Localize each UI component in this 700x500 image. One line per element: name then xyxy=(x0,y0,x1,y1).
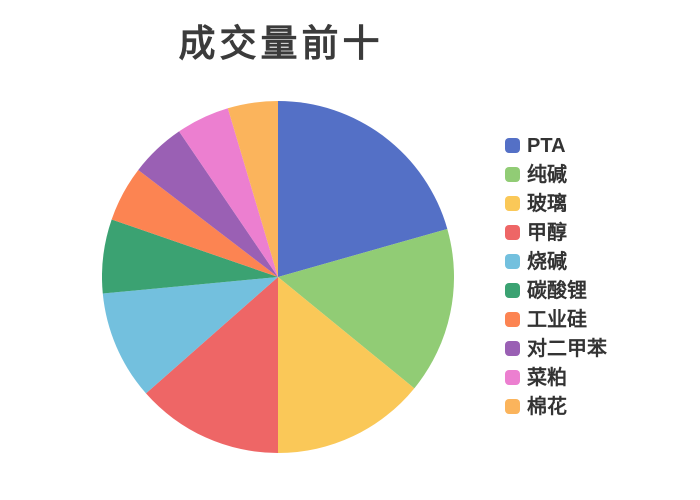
legend-label: 甲醇 xyxy=(527,221,567,244)
legend-item-纯碱[interactable]: 纯碱 xyxy=(505,160,607,189)
pie-slice-纯碱[interactable] xyxy=(278,228,454,389)
pie-slice-玻璃[interactable] xyxy=(278,277,415,453)
legend-swatch-icon xyxy=(505,399,520,414)
legend-swatch-icon xyxy=(505,341,520,356)
legend-swatch-icon xyxy=(505,283,520,298)
legend-label: 工业硅 xyxy=(527,308,587,331)
legend-item-PTA[interactable]: PTA xyxy=(505,131,607,160)
legend-label: 烧碱 xyxy=(527,250,567,273)
legend-label: 对二甲苯 xyxy=(527,337,607,360)
legend-label: PTA xyxy=(527,134,566,157)
legend-label: 纯碱 xyxy=(527,163,567,186)
pie-slice-工业硅[interactable] xyxy=(111,170,278,277)
legend-item-工业硅[interactable]: 工业硅 xyxy=(505,305,607,334)
legend-label: 棉花 xyxy=(527,395,567,418)
pie-chart xyxy=(102,101,454,453)
legend-item-菜粕[interactable]: 菜粕 xyxy=(505,363,607,392)
legend-swatch-icon xyxy=(505,254,520,269)
legend-swatch-icon xyxy=(505,312,520,327)
legend-swatch-icon xyxy=(505,225,520,240)
legend: PTA 纯碱玻璃甲醇烧碱碳酸锂工业硅对二甲苯菜粕棉花 xyxy=(505,131,607,421)
legend-item-玻璃[interactable]: 玻璃 xyxy=(505,189,607,218)
legend-swatch-icon xyxy=(505,138,520,153)
pie-slice-烧碱[interactable] xyxy=(102,277,278,394)
legend-item-碳酸锂[interactable]: 碳酸锂 xyxy=(505,276,607,305)
legend-label: 碳酸锂 xyxy=(527,279,587,302)
legend-swatch-icon xyxy=(505,370,520,385)
pie-slice-碳酸锂[interactable] xyxy=(102,219,278,294)
legend-swatch-icon xyxy=(505,196,520,211)
pie-slice-菜粕[interactable] xyxy=(179,108,278,277)
legend-item-甲醇[interactable]: 甲醇 xyxy=(505,218,607,247)
legend-label: 玻璃 xyxy=(527,192,567,215)
pie-slice-对二甲苯[interactable] xyxy=(138,131,278,277)
legend-item-对二甲苯[interactable]: 对二甲苯 xyxy=(505,334,607,363)
pie-slice-棉花[interactable] xyxy=(227,101,278,277)
chart-title: 成交量前十 xyxy=(178,23,384,64)
pie-slice-PTA[interactable] xyxy=(278,101,448,277)
legend-item-烧碱[interactable]: 烧碱 xyxy=(505,247,607,276)
legend-label: 菜粕 xyxy=(527,366,567,389)
legend-item-棉花[interactable]: 棉花 xyxy=(505,392,607,421)
legend-swatch-icon xyxy=(505,167,520,182)
pie-slice-甲醇[interactable] xyxy=(145,277,278,453)
